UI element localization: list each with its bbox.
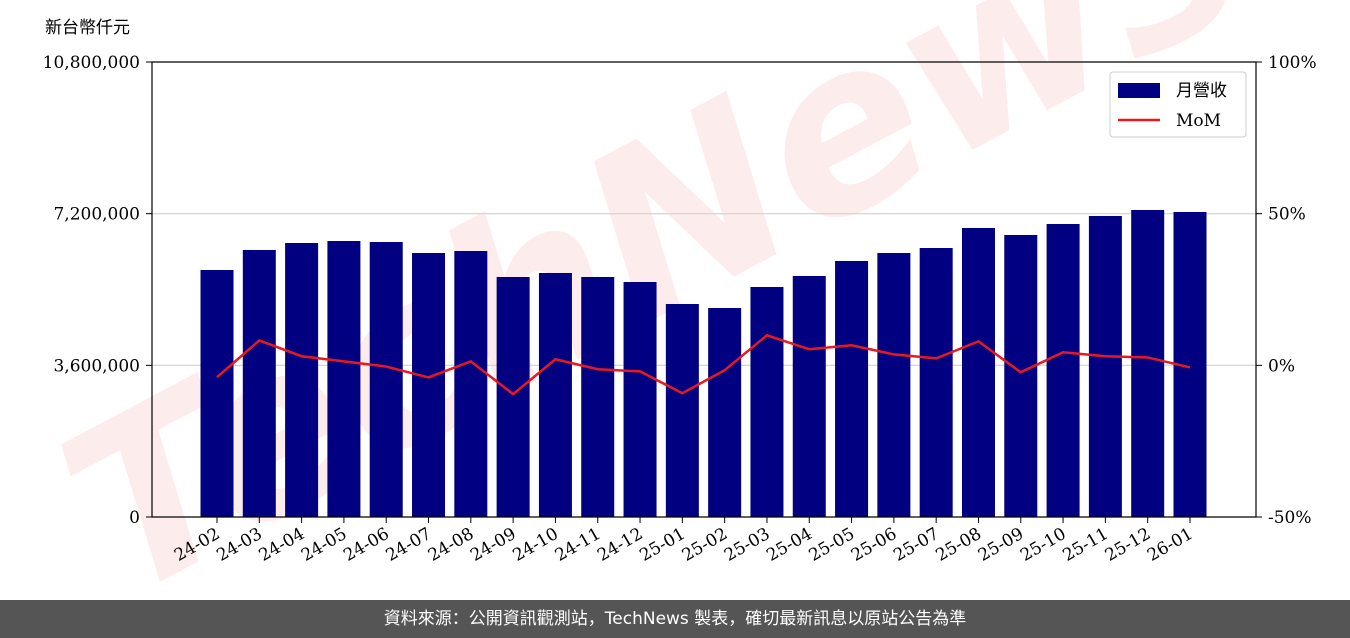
bar [454,250,488,517]
bar [581,276,615,517]
y-tick-label: 0 [129,508,140,528]
y2-tick-label: 100% [1268,53,1317,73]
x-tick-label: 25-09 [975,524,1027,566]
x-tick-label: 25-08 [933,524,985,566]
bar [1004,234,1038,517]
y-tick-label: 10,800,000 [43,53,140,73]
x-tick-label: 25-06 [848,524,900,566]
bar [538,272,572,517]
y2-tick-label: 0% [1268,356,1295,376]
x-tick-label: 25-03 [721,524,773,566]
bar [242,249,276,517]
y-axis-label: 新台幣仟元 [45,18,130,38]
bar [708,307,742,517]
legend-label: MoM [1176,111,1221,131]
chart: 新台幣仟元 TechNews03,600,0007,200,00010,800,… [25,0,1317,638]
x-tick-label: 24-11 [552,524,604,566]
bar [750,287,784,517]
y-tick-label: 7,200,000 [53,205,140,225]
x-tick-label: 25-11 [1059,524,1111,566]
x-tick-label: 26-01 [1144,524,1196,566]
legend-swatch [1118,83,1160,98]
plot-frame [151,61,1257,518]
bar [835,260,869,517]
x-tick-label: 25-04 [763,524,815,566]
bar [1131,210,1165,517]
x-tick-label: 25-05 [806,524,858,566]
bar [877,253,911,517]
y2-tick-label: -50% [1268,508,1312,528]
x-tick-label: 24-07 [383,524,435,566]
y2-tick-label: 50% [1268,205,1306,225]
footer: 資料來源：公開資訊觀測站，TechNews 製表，確切最新訊息以原站公告為準 [0,600,1350,638]
bar [1046,223,1080,518]
x-tick-label: 25-12 [1102,524,1154,566]
bar [285,242,319,517]
bar [961,227,995,518]
x-tick-label: 25-07 [890,524,942,566]
bar [369,242,403,518]
bar [327,241,361,517]
x-tick-label: 25-01 [636,524,688,566]
x-tick-label: 24-10 [509,524,561,566]
x-tick-label: 24-09 [467,524,519,566]
bar [200,269,234,517]
bar [496,276,530,517]
bar [919,248,953,517]
bar [792,275,826,517]
bar [1088,215,1122,517]
legend-label: 月營收 [1176,81,1227,101]
x-tick-label: 24-12 [594,524,646,566]
y-tick-label: 3,600,000 [53,356,140,376]
bar [623,282,657,517]
x-tick-label: 25-10 [1017,524,1069,566]
line [216,333,1191,396]
x-tick-label: 24-08 [425,524,477,566]
bar [412,253,446,517]
x-tick-label: 25-02 [679,524,731,566]
bar [665,303,699,517]
